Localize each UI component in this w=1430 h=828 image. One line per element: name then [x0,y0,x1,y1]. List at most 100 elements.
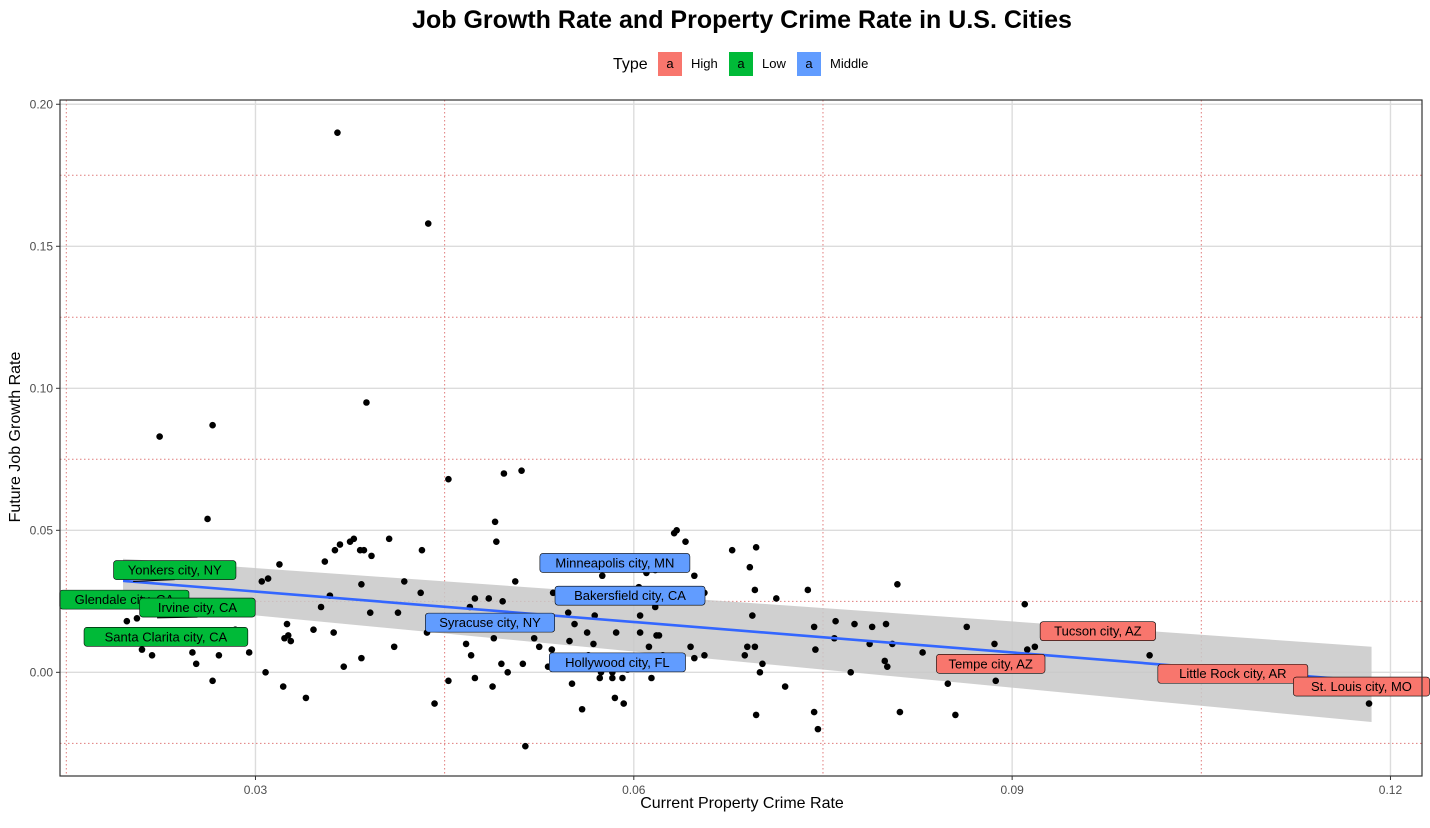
legend-swatch [797,52,821,76]
data-point [522,742,529,750]
data-point [728,546,736,554]
data-point [358,654,365,662]
data-point [310,626,317,634]
legend-item: a Middle [797,52,868,76]
data-point [281,634,288,642]
data-point [894,580,901,588]
data-point [330,629,337,636]
label-text: Hollywood city, FL [565,655,670,670]
data-point [209,421,216,429]
legend-item: a High [658,52,718,76]
data-point [620,700,628,707]
data-point [363,399,370,406]
label-box [83,627,249,647]
city-label: St. Louis city, MO [1293,676,1430,697]
data-point [192,660,200,668]
data-point [394,609,402,616]
data-point [749,612,756,619]
data-point [611,694,619,702]
label-text: Syracuse city, NY [439,615,541,630]
data-point [590,640,597,648]
legend-key-text: a [737,56,745,71]
label-box [425,612,555,633]
label-box [113,560,237,580]
data-point [493,538,500,545]
data-point [445,677,452,685]
label-box [539,553,691,573]
data-point [648,674,655,682]
legend: Type a High a Low a Middle [613,52,868,76]
data-point [847,669,855,676]
city-label: Little Rock city, AR [1157,663,1309,684]
data-point [462,640,470,648]
data-point [564,609,572,616]
data-point [636,629,644,636]
plot-border [59,99,1423,777]
data-point [645,643,653,651]
data-point [276,561,283,568]
data-point [812,646,819,653]
data-point [400,578,408,585]
data-point [287,637,295,645]
label-text: Yonkers city, NY [128,563,222,578]
y-tick-label: 0.20 [30,97,54,111]
data-point [334,129,341,136]
data-point [215,651,223,659]
data-point [467,651,475,659]
label-text: Santa Clarita city, CA [105,629,228,644]
legend-label: Middle [830,56,868,71]
city-label: Bakersfield city, CA [554,585,706,606]
label-box [139,597,256,618]
data-point [810,708,818,716]
data-point [360,546,368,554]
legend-swatch [729,52,753,76]
data-point [1023,646,1031,653]
data-point [504,669,511,676]
data-point [687,643,694,651]
data-point [500,470,508,477]
y-axis-label: Future Job Growth Rate [7,352,24,523]
data-point [518,467,525,474]
data-point [919,649,926,656]
data-point [670,529,678,537]
chart-title: Job Growth Rate and Property Crime Rate … [412,6,1072,34]
data-point [868,623,876,631]
data-point [598,572,606,580]
data-point [1031,643,1039,651]
data-point [744,643,751,651]
data-point [1365,700,1373,707]
legend-label: Low [762,56,786,71]
data-point [832,617,839,625]
label-box [554,585,706,606]
data-point [578,705,586,713]
label-box [936,654,1046,674]
data-point [499,598,506,605]
data-point [944,680,952,687]
data-point [498,660,505,668]
data-point [591,612,599,619]
data-point [156,433,163,440]
data-point [814,725,822,733]
data-point [321,558,329,565]
label-box [1157,663,1309,684]
data-point [519,660,527,668]
data-point [655,632,663,639]
data-point [471,674,479,682]
data-point [773,595,780,602]
data-point [138,646,146,653]
data-point [609,674,616,682]
x-tick-label: 0.03 [244,783,268,797]
data-point [511,578,519,585]
data-point [751,586,759,594]
city-label: Tempe city, AZ [936,654,1046,674]
data-point [896,708,904,716]
data-point [189,649,196,656]
data-point [366,609,374,616]
label-connector [133,579,175,582]
data-point [279,683,287,690]
data-point [571,620,578,628]
data-point [302,694,310,702]
label-box [549,652,686,673]
